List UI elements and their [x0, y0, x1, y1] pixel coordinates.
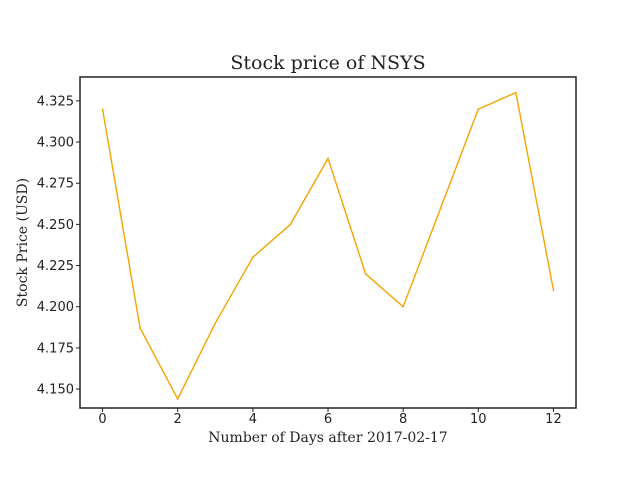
- x-axis-label: Number of Days after 2017-02-17: [208, 430, 447, 446]
- x-axis-ticks: 0 2 4 6 8 10 12: [98, 408, 562, 427]
- data-point: [402, 305, 404, 308]
- x-tick-label: 2: [174, 412, 182, 427]
- chart-title: Stock price of NSYS: [230, 52, 425, 74]
- data-point: [176, 398, 179, 400]
- y-tick-label: 4.250: [37, 218, 74, 233]
- y-tick-label: 4.275: [37, 177, 74, 192]
- data-point: [101, 108, 104, 110]
- y-tick-label: 4.225: [37, 259, 74, 274]
- series-layer: [101, 91, 555, 401]
- x-tick-label: 8: [399, 412, 407, 427]
- x-tick-label: 6: [324, 412, 332, 427]
- plot-area-frame: [79, 76, 577, 409]
- data-point: [214, 322, 217, 324]
- y-tick-label: 4.175: [37, 341, 74, 356]
- data-point: [439, 207, 442, 209]
- data-point: [327, 157, 329, 160]
- data-point: [289, 223, 292, 226]
- y-axis-ticks: 4.150 4.175 4.200 4.225 4.250 4.275 4.300 4.325: [37, 94, 80, 398]
- y-tick-label: 4.200: [37, 300, 74, 315]
- x-tick-label: 12: [545, 412, 562, 427]
- y-tick-label: 4.300: [37, 136, 74, 151]
- x-tick-label: 0: [98, 412, 106, 427]
- y-axis-label: Stock Price (USD): [15, 178, 31, 307]
- series-line-0: [101, 91, 555, 401]
- y-tick-label: 4.325: [37, 94, 74, 109]
- y-tick-label: 4.150: [37, 383, 74, 398]
- data-point: [552, 289, 555, 292]
- data-point: [515, 91, 517, 94]
- data-point: [252, 256, 254, 259]
- x-tick-label: 10: [470, 412, 487, 427]
- data-point: [477, 108, 480, 110]
- x-tick-label: 4: [249, 412, 257, 427]
- data-point: [364, 272, 367, 275]
- data-point: [139, 327, 141, 329]
